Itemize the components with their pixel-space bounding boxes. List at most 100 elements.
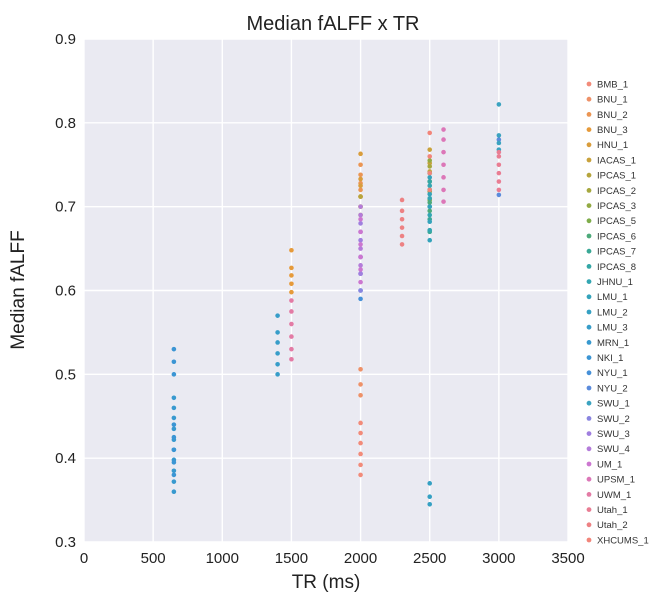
data-point-nki-1 <box>171 460 177 465</box>
data-point-swu-4 <box>358 263 363 268</box>
data-point-xhcums-1 <box>427 154 433 159</box>
legend-marker <box>586 233 592 239</box>
data-point-utah-1 <box>496 187 502 193</box>
legend-label: NYU_2 <box>597 383 628 394</box>
data-point-utah-2 <box>399 233 405 239</box>
data-point-lmu-3 <box>275 351 280 356</box>
y-tick-label: 0.7 <box>55 199 76 216</box>
data-point-nyu-1 <box>358 296 363 302</box>
data-point-lmu-3 <box>275 330 280 335</box>
data-point-mrn-1 <box>171 415 177 421</box>
legend-label: LMU_2 <box>597 307 628 318</box>
data-point-utah-2 <box>399 225 405 230</box>
legend-label: UWM_1 <box>597 490 631 501</box>
legend-label: IPCAS_1 <box>597 171 636 182</box>
data-point-nki-1 <box>171 472 177 478</box>
data-point-utah-1 <box>496 149 502 155</box>
legend-label: SWU_2 <box>597 414 630 425</box>
legend-marker <box>586 172 592 178</box>
data-point-lmu-1 <box>427 204 433 209</box>
legend-marker <box>586 416 592 421</box>
legend-label: HNU_1 <box>597 140 628 151</box>
data-point-swu-4 <box>358 204 363 209</box>
data-point-utah-2 <box>399 216 405 222</box>
data-point-bnu-3 <box>289 247 294 253</box>
data-point-uwm-1 <box>289 346 294 352</box>
legend-label: Utah_2 <box>597 520 628 531</box>
x-tick-label: 2000 <box>344 550 377 567</box>
data-point-bnu-2 <box>358 162 363 168</box>
data-point-utah-1 <box>496 170 502 176</box>
legend-marker <box>586 157 592 163</box>
legend-marker <box>586 309 592 315</box>
data-point-hnu-1 <box>358 176 363 182</box>
data-point-swu-3 <box>358 237 363 243</box>
data-point-bmb-1 <box>358 462 363 468</box>
legend-marker <box>586 81 592 87</box>
x-tick-label: 500 <box>141 550 166 567</box>
data-point-bnu-1 <box>358 367 363 372</box>
data-point-swu-3 <box>358 221 363 226</box>
legend-label: BNU_2 <box>597 110 628 121</box>
data-point-hnu-1 <box>358 183 363 189</box>
data-point-utah-1 <box>496 154 502 159</box>
legend-marker <box>586 142 592 148</box>
legend-marker <box>586 112 592 117</box>
data-point-um-1 <box>358 254 363 260</box>
legend-label: JHNU_1 <box>597 277 633 288</box>
data-point-swu-4 <box>358 246 363 251</box>
legend-marker <box>586 218 592 224</box>
data-point-jhnu-1 <box>427 183 433 189</box>
legend-label: NYU_1 <box>597 368 628 379</box>
data-point-um-1 <box>358 216 363 222</box>
data-point-iacas-1 <box>427 147 433 152</box>
data-point-bmb-1 <box>358 440 363 446</box>
data-point-ipcas-6 <box>427 208 433 214</box>
data-point-nki-1 <box>171 422 177 427</box>
legend-marker <box>586 461 592 467</box>
data-point-nki-1 <box>171 372 177 377</box>
data-point-jhnu-1 <box>427 195 433 201</box>
data-point-upsm-1 <box>441 199 446 204</box>
data-points <box>171 102 502 507</box>
data-point-utah-2 <box>399 197 405 203</box>
x-tick-label: 2500 <box>413 550 446 567</box>
data-point-lmu-3 <box>275 340 280 345</box>
legend-marker <box>586 537 592 543</box>
data-point-lmu-1 <box>427 191 433 197</box>
data-point-xhcums-1 <box>427 187 433 193</box>
data-point-uwm-1 <box>289 334 294 339</box>
data-point-jhnu-1 <box>427 212 433 218</box>
x-tick-label: 3000 <box>482 550 515 567</box>
legend-marker <box>586 188 592 193</box>
data-point-uwm-1 <box>289 321 294 327</box>
data-point-um-1 <box>358 267 363 272</box>
data-point-upsm-1 <box>441 187 446 193</box>
data-point-lmu-3 <box>275 361 280 367</box>
data-point-nki-1 <box>171 359 177 365</box>
data-point-ipcas-3 <box>427 158 433 163</box>
y-axis-label: Median fALFF <box>8 230 29 349</box>
grid <box>83 38 569 543</box>
data-point-bmb-1 <box>358 430 363 436</box>
data-point-bmb-1 <box>358 451 363 457</box>
legend-marker <box>586 431 592 436</box>
data-point-nyu-2 <box>496 137 502 142</box>
legend-label: UPSM_1 <box>597 475 635 486</box>
data-point-swu-4 <box>358 212 363 218</box>
legend-label: IPCAS_3 <box>597 201 636 212</box>
data-point-um-1 <box>358 279 363 285</box>
data-point-swu-3 <box>358 271 363 277</box>
x-tick-label: 1000 <box>206 550 239 567</box>
data-point-bnu-3 <box>289 289 294 295</box>
data-point-utah-2 <box>399 208 405 214</box>
data-point-lmu-3 <box>275 313 280 318</box>
data-point-swu-2 <box>358 288 363 293</box>
x-tick-label: 0 <box>80 550 88 567</box>
data-point-lmu-1 <box>427 237 433 243</box>
data-point-uwm-1 <box>289 356 294 362</box>
data-point-bnu-3 <box>289 281 294 287</box>
legend: BMB_1 BNU_1 BNU_2 BNU_3 HNU_1 IACAS_1 IPCAS_1 I… <box>586 79 649 546</box>
data-point-bnu-1 <box>358 392 363 398</box>
data-point-mrn-1 <box>171 479 177 484</box>
